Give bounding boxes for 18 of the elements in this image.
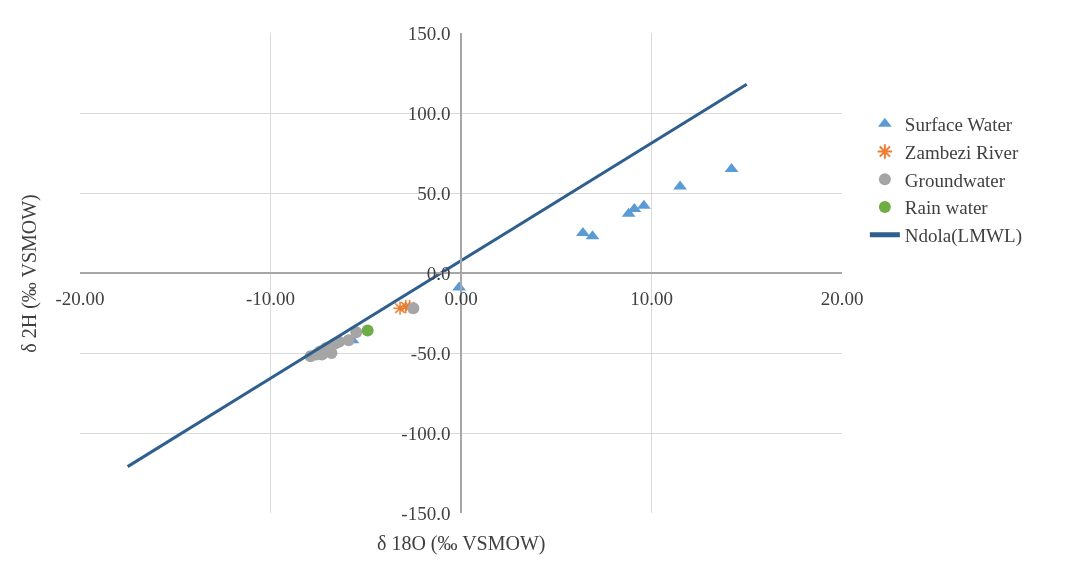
- y-tick-label: -150.0: [401, 502, 451, 524]
- x-axis-title: δ 18O (‰ VSMOW): [377, 532, 546, 555]
- legend-label: Surface Water: [904, 114, 1013, 136]
- legend-label: Rain water: [904, 197, 989, 219]
- x-tick-label: 10.00: [630, 287, 673, 309]
- legend-label: Groundwater: [904, 169, 1006, 191]
- x-tick-label: 0.00: [444, 287, 478, 309]
- y-tick-label: 50.0: [417, 182, 451, 204]
- legend-label: Zambezi River: [904, 141, 1019, 163]
- x-tick-label: 20.00: [820, 287, 864, 309]
- y-tick-label: 100.0: [407, 102, 451, 124]
- x-tick-label: -10.00: [245, 287, 296, 309]
- y-tick-label: -50.0: [410, 342, 451, 364]
- y-tick-label: -100.0: [401, 422, 451, 444]
- x-tick-label: -20.00: [55, 287, 105, 309]
- y-tick-label: 150.0: [407, 22, 451, 44]
- legend-label: Ndola(LMWL): [904, 225, 1022, 248]
- y-axis-title: δ 2H (‰ VSMOW): [17, 194, 41, 353]
